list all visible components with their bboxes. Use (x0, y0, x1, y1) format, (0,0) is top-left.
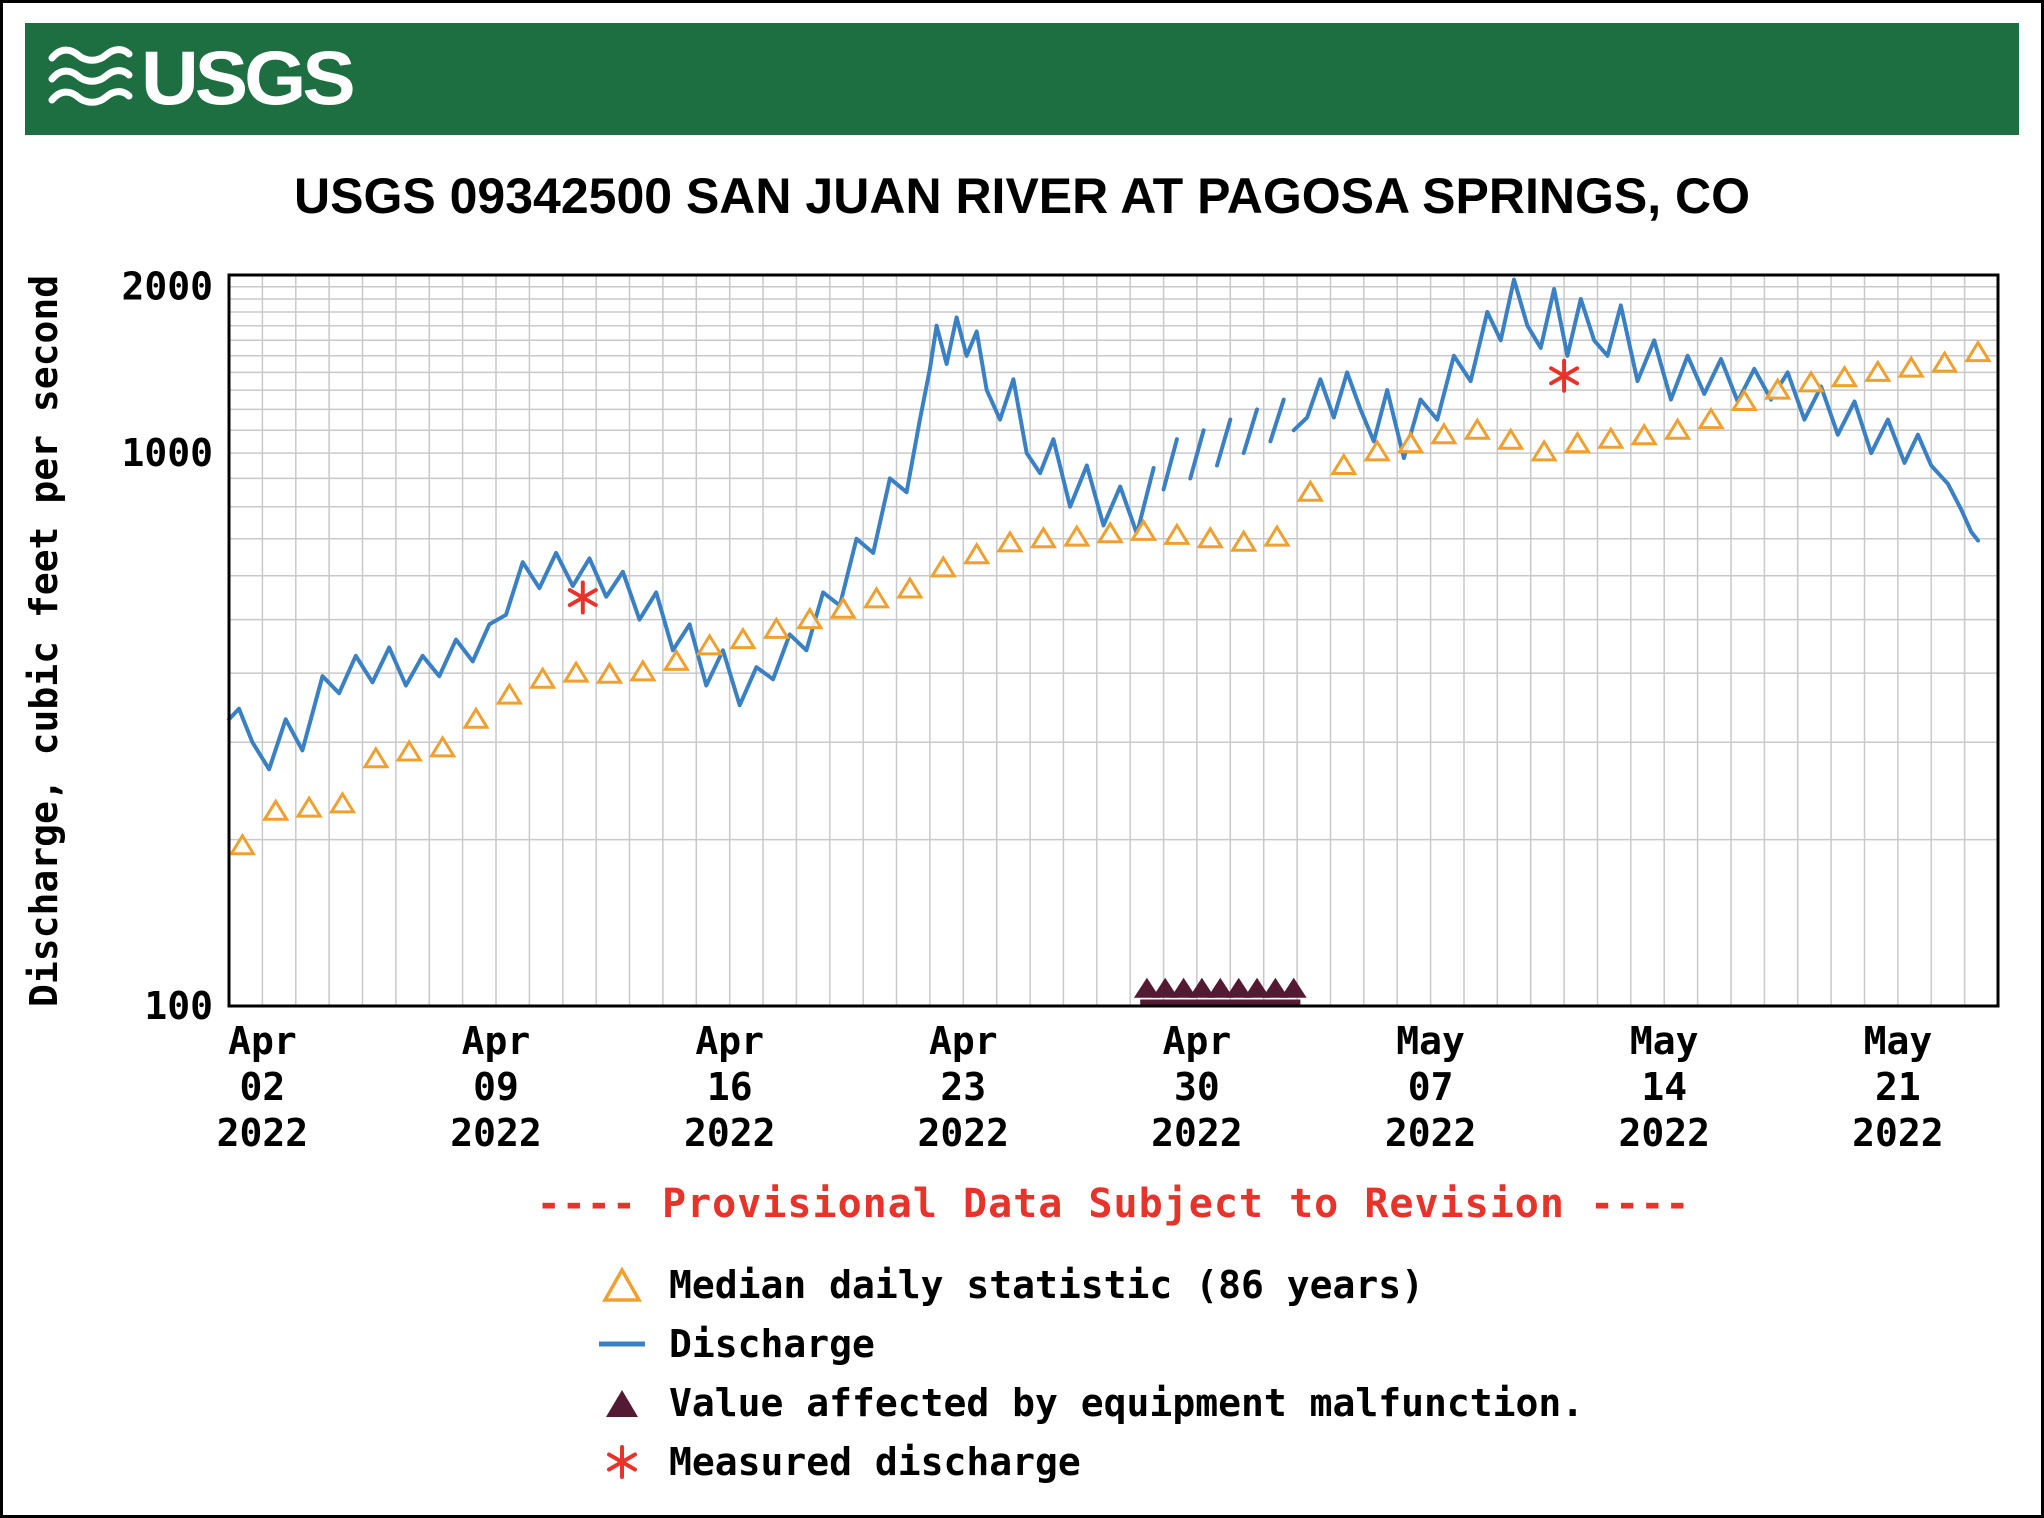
legend-item-measured: Measured discharge (595, 1440, 1584, 1484)
usgs-logo: USGS (25, 36, 356, 121)
discharge-line-icon (595, 1324, 649, 1364)
legend-label-discharge: Discharge (669, 1322, 875, 1366)
legend-label-malfunction: Value affected by equipment malfunction. (669, 1381, 1585, 1425)
provisional-note: ---- Provisional Data Subject to Revisio… (536, 1181, 1691, 1227)
legend-item-median: Median daily statistic (86 years) (595, 1263, 1584, 1307)
legend: Median daily statistic (86 years) Discha… (595, 1263, 1584, 1484)
svg-text:100: 100 (144, 984, 213, 1028)
svg-text:1000: 1000 (121, 431, 213, 475)
legend-label-median: Median daily statistic (86 years) (669, 1263, 1424, 1307)
chart-title: USGS 09342500 SAN JUAN RIVER AT PAGOSA S… (294, 168, 1750, 224)
svg-text:2000: 2000 (121, 265, 213, 309)
usgs-logo-text: USGS (141, 36, 356, 121)
usgs-waves-icon (48, 46, 133, 106)
legend-item-malfunction: Value affected by equipment malfunction. (595, 1381, 1584, 1425)
measured-asterisk-icon (595, 1442, 649, 1482)
malfunction-triangle-icon (595, 1383, 649, 1423)
median-triangle-icon (595, 1265, 649, 1305)
legend-label-measured: Measured discharge (669, 1440, 1081, 1484)
usgs-banner: USGS (25, 23, 2019, 135)
legend-item-discharge: Discharge (595, 1322, 1584, 1366)
discharge-chart: 100 1000 2000 Apr 02 2022 Apr 09 2022 Apr 16 2022 Ap… (121, 265, 2000, 1155)
